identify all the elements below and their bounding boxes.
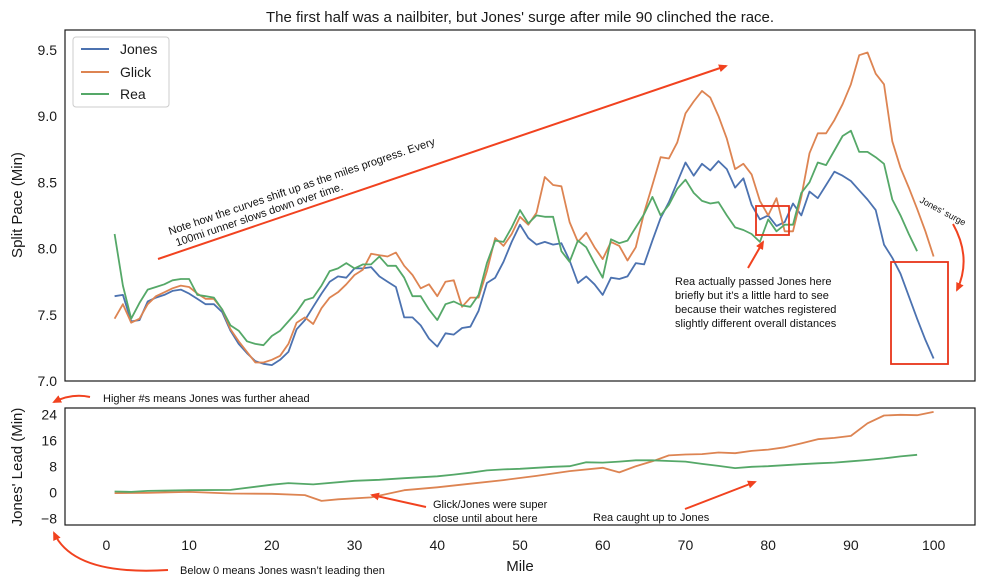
top-series-rea [113, 129, 918, 347]
bottom-x-tick-label: 80 [760, 537, 776, 553]
x-axis-label: Mile [506, 558, 534, 575]
bottom-x-tick-label: 30 [347, 537, 363, 553]
top-y-tick-label: 8.5 [38, 174, 58, 190]
rea-pass-line-2: briefly but it’s a little hard to see [675, 290, 829, 302]
bottom-x-tick-label: 90 [843, 537, 859, 553]
top-series-glick [113, 51, 935, 364]
bottom-plot-frame [64, 407, 976, 526]
top-y-tick-label: 7.0 [38, 373, 58, 389]
curves-note-line-1: Note how the curves shift up as the mile… [167, 136, 437, 238]
top-series-group [113, 51, 935, 367]
bottom-y-tick-label: 24 [41, 407, 57, 423]
top-y-tick-label: 8.0 [38, 241, 58, 257]
glick-close-line-1: Glick/Jones were super [433, 499, 548, 511]
top-y-tick-label: 9.5 [38, 42, 58, 58]
chart-title: The first half was a nailbiter, but Jone… [266, 9, 774, 26]
below-zero-arrow [53, 531, 169, 572]
higher-means-arrow [52, 394, 91, 403]
bottom-x-tick-label: 0 [102, 537, 110, 553]
bottom-y-tick-label: 8 [49, 459, 57, 475]
legend-label-glick: Glick [120, 64, 152, 80]
jones-surge-label: Jones' surge [918, 195, 968, 228]
bottom-x-tick-label: 60 [595, 537, 611, 553]
bottom-series-group [114, 411, 934, 502]
bottom-x-tick-label: 20 [264, 537, 280, 553]
top-y-axis-label: Split Pace (Min) [9, 152, 26, 258]
legend: Jones Glick Rea [72, 36, 170, 108]
bottom-y-ticks: −8 0 8 16 24 [41, 407, 57, 527]
rea-pass-arrow [747, 240, 764, 269]
bottom-x-tick-label: 100 [922, 537, 946, 553]
legend-label-jones: Jones [120, 41, 157, 57]
jones-surge-arrow [952, 223, 965, 292]
bottom-series-rea [114, 453, 918, 493]
bottom-x-tick-label: 50 [512, 537, 528, 553]
legend-label-rea: Rea [120, 86, 146, 102]
rea-pass-box [755, 205, 790, 236]
bottom-chart: −8 0 8 16 24 0 10 20 30 40 50 60 70 80 90 100 Jones' L… [9, 407, 976, 575]
bottom-x-tick-label: 10 [181, 537, 197, 553]
below-zero-text: Below 0 means Jones wasn’t leading then [180, 565, 385, 577]
jones-surge-box [890, 261, 949, 365]
higher-means-text: Higher #s means Jones was further ahead [103, 393, 310, 405]
progress-arrow [157, 64, 728, 260]
top-chart: 7.0 7.5 8.0 8.5 9.0 9.5 Split Pace (Min) Jone… [9, 29, 976, 389]
top-y-tick-label: 7.5 [38, 307, 58, 323]
bottom-x-tick-label: 70 [678, 537, 694, 553]
legend-frame [72, 36, 170, 108]
bottom-x-ticks: 0 10 20 30 40 50 60 70 80 90 100 [102, 537, 945, 553]
top-y-tick-label: 9.0 [38, 108, 58, 124]
bottom-y-tick-label: 16 [41, 433, 57, 449]
rea-pass-line-1: Rea actually passed Jones here [675, 276, 832, 288]
glick-close-arrow [370, 492, 427, 508]
rea-caught-arrow [684, 480, 757, 510]
rea-pass-line-4: slightly different overall distances [675, 318, 837, 330]
rea-pass-line-3: because their watches registered [675, 304, 836, 316]
top-plot-frame [64, 29, 976, 382]
glick-close-line-2: close until about here [433, 513, 538, 525]
rea-caught-text: Rea caught up to Jones [593, 512, 710, 524]
bottom-y-axis-label: Jones' Lead (Min) [9, 408, 26, 527]
curves-note-text: Note how the curves shift up as the mile… [167, 135, 444, 250]
bottom-x-tick-label: 40 [429, 537, 445, 553]
bottom-y-tick-label: −8 [41, 511, 57, 527]
top-series-jones [114, 160, 935, 367]
bottom-y-tick-label: 0 [49, 485, 57, 501]
top-y-ticks: 7.0 7.5 8.0 8.5 9.0 9.5 [38, 42, 58, 389]
bottom-series-glick [114, 411, 934, 502]
